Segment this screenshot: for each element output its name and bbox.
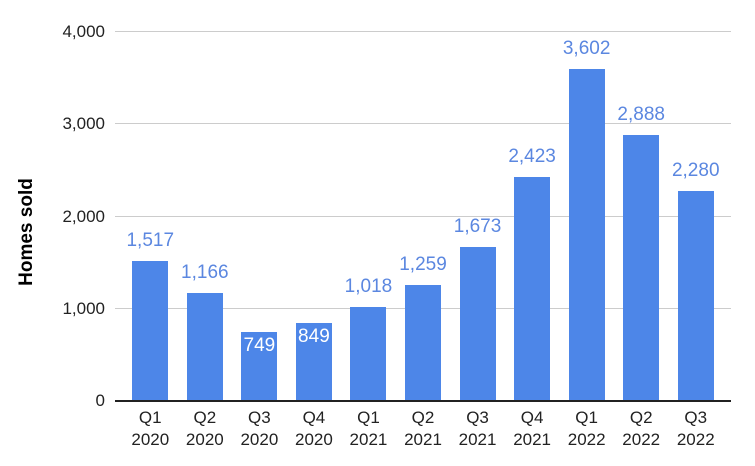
bar-column-q3-2020: 749 bbox=[232, 32, 287, 401]
plot-area: 0 1,000 2,000 3,000 4,000 1,517 1,166 749 849 1,… bbox=[62, 22, 731, 410]
x-axis-tick-label: Q4 2020 bbox=[287, 407, 342, 451]
bar-q1-2021 bbox=[350, 307, 387, 401]
bar-column-q2-2020: 1,166 bbox=[178, 32, 233, 401]
x-axis-tick-line: 2021 bbox=[513, 430, 552, 449]
x-axis-tick-line: Q3 bbox=[248, 408, 271, 427]
x-axis-tick-label: Q3 2021 bbox=[450, 407, 505, 451]
x-axis-tick-line: Q1 bbox=[575, 408, 598, 427]
bar-column-q4-2020: 849 bbox=[287, 32, 342, 401]
x-axis-tick-label: Q1 2020 bbox=[123, 407, 178, 451]
x-axis-tick-line: 2021 bbox=[349, 430, 388, 449]
bar-column-q3-2021: 1,673 bbox=[450, 32, 505, 401]
bar-q3-2020 bbox=[241, 331, 278, 401]
bar-value-label-q1-2020: 1,517 bbox=[126, 230, 175, 252]
x-axis-line bbox=[115, 400, 731, 402]
bar-value-label-q1-2022: 3,602 bbox=[562, 37, 611, 59]
bar-column-q1-2021: 1,018 bbox=[341, 32, 396, 401]
bar-value-label-q1-2021: 1,018 bbox=[344, 276, 393, 298]
x-axis-tick-label: Q4 2021 bbox=[505, 407, 560, 451]
bar-value-label-q2-2022: 2,888 bbox=[617, 103, 665, 125]
bar-q2-2020 bbox=[186, 293, 223, 401]
x-axis-tick-line: Q2 bbox=[411, 408, 435, 427]
bar-column-q2-2022: 2,888 bbox=[614, 32, 669, 401]
y-axis-tick-label: 2,000 bbox=[62, 206, 105, 226]
bar-q1-2020 bbox=[132, 261, 169, 401]
x-axis-tick-line: Q3 bbox=[684, 408, 708, 427]
x-axis-tick-line: Q1 bbox=[357, 408, 380, 427]
x-axis-tick-line: Q2 bbox=[629, 408, 653, 427]
bar-value-label-q2-2020: 1,166 bbox=[181, 262, 229, 284]
x-axis-tick-line: 2022 bbox=[622, 430, 661, 449]
x-axis-tick-line: 2020 bbox=[185, 430, 224, 449]
x-axis-tick-line: Q3 bbox=[466, 408, 489, 427]
x-axis-tick-label: Q3 2020 bbox=[232, 407, 287, 451]
x-axis-tick-line: 2021 bbox=[458, 430, 497, 449]
bar-value-label-q4-2021: 2,423 bbox=[508, 146, 556, 168]
bar-q1-2022 bbox=[568, 68, 605, 401]
bar-column-q4-2021: 2,423 bbox=[505, 32, 560, 401]
x-axis-tick-line: 2021 bbox=[404, 430, 442, 449]
bar-column-q2-2021: 1,259 bbox=[396, 32, 451, 401]
x-axis-tick-line: Q1 bbox=[138, 408, 162, 427]
bar-value-label-q3-2020: 749 bbox=[243, 334, 276, 356]
y-axis-title: Homes sold bbox=[16, 178, 37, 286]
bar-q4-2021 bbox=[514, 177, 551, 401]
y-axis-tick-label: 0 bbox=[95, 391, 105, 410]
bar-q2-2021 bbox=[405, 284, 441, 401]
bar-column-q3-2022: 2,280 bbox=[668, 32, 723, 401]
gridline-2,000 bbox=[115, 215, 731, 217]
gridline-4,000 bbox=[115, 31, 731, 32]
y-axis-tick-label: 4,000 bbox=[62, 22, 105, 41]
x-axis-tick-labels: Q1 2020 Q2 2020 Q3 2020 Q4 2020 Q1 2021 Q2 2021 Q3 20… bbox=[115, 407, 731, 451]
y-axis-tick-label: 3,000 bbox=[62, 114, 105, 134]
x-axis-tick-label: Q1 2022 bbox=[559, 407, 614, 451]
x-axis-tick-label: Q1 2021 bbox=[341, 407, 396, 451]
bars-layer: 1,517 1,166 749 849 1,018 1,259 1,673 2,423 3,60… bbox=[115, 32, 731, 401]
x-axis-tick-label: Q2 2021 bbox=[396, 407, 451, 451]
x-axis-tick-line: 2020 bbox=[240, 430, 279, 449]
x-axis-tick-line: 2020 bbox=[131, 430, 170, 449]
x-axis-tick-line: 2022 bbox=[676, 430, 715, 449]
x-axis-tick-line: Q4 bbox=[520, 408, 544, 427]
bar-q2-2022 bbox=[623, 134, 660, 401]
bar-value-label-q3-2022: 2,280 bbox=[671, 159, 720, 181]
x-axis-tick-label: Q2 2020 bbox=[178, 407, 233, 451]
bar-q3-2021 bbox=[459, 246, 496, 401]
bar-value-label-q3-2021: 1,673 bbox=[453, 215, 502, 237]
bar-value-label-q2-2021: 1,259 bbox=[399, 253, 447, 275]
gridline-3,000 bbox=[115, 123, 731, 125]
bar-q4-2020 bbox=[295, 322, 332, 401]
x-axis-tick-line: 2022 bbox=[567, 430, 606, 449]
x-axis-tick-label: Q2 2022 bbox=[614, 407, 669, 451]
y-axis-tick-label: 1,000 bbox=[62, 298, 105, 318]
bar-column-q1-2020: 1,517 bbox=[123, 32, 178, 401]
x-axis-tick-line: Q4 bbox=[302, 408, 326, 427]
bar-column-q1-2022: 3,602 bbox=[559, 32, 614, 401]
x-axis-tick-line: Q2 bbox=[193, 408, 217, 427]
bar-q3-2022 bbox=[677, 190, 714, 401]
x-axis-tick-line: 2020 bbox=[295, 430, 333, 449]
x-axis-tick-label: Q3 2022 bbox=[668, 407, 723, 451]
bar-value-label-q4-2020: 849 bbox=[298, 325, 330, 347]
